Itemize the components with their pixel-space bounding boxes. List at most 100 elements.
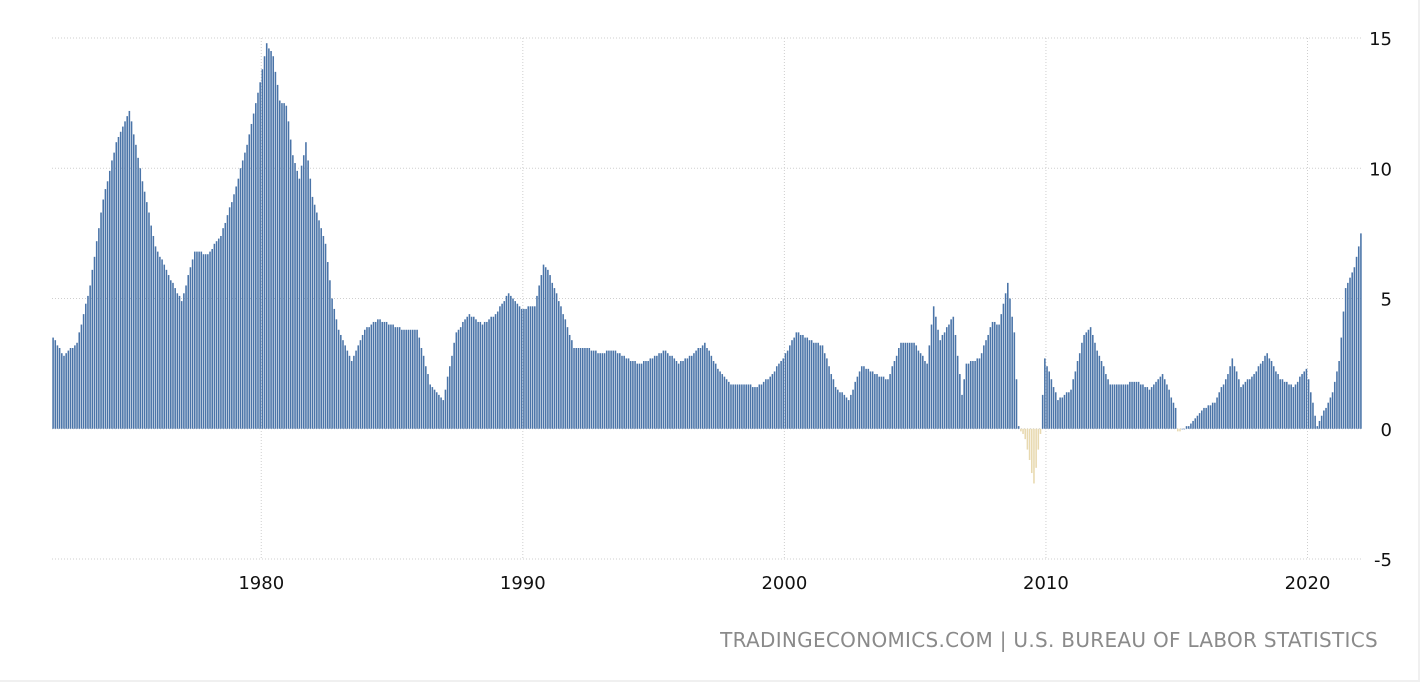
bar: [595, 350, 597, 429]
bar: [494, 314, 497, 429]
bar: [880, 376, 883, 429]
bar: [756, 387, 758, 429]
bar: [1168, 389, 1170, 429]
bar: [135, 144, 137, 429]
bar: [180, 301, 183, 429]
bar: [1325, 407, 1327, 429]
bar: [246, 144, 248, 429]
bar: [1017, 426, 1020, 429]
bar: [1347, 282, 1349, 429]
bar: [1318, 420, 1321, 429]
bar: [1102, 366, 1105, 429]
bar: [656, 355, 658, 429]
bar: [1323, 410, 1325, 429]
bar: [265, 43, 268, 429]
bar: [1146, 387, 1149, 429]
bar: [760, 384, 763, 429]
bar: [725, 379, 728, 429]
bar: [514, 301, 516, 429]
bar: [902, 342, 904, 429]
bar: [647, 361, 649, 429]
bar: [1279, 379, 1282, 429]
bar: [1349, 277, 1351, 429]
bar: [1085, 332, 1088, 429]
bar-negative: [1179, 428, 1181, 432]
bar: [307, 160, 309, 429]
bar: [1329, 397, 1332, 429]
bar: [490, 316, 492, 429]
bar: [653, 355, 656, 429]
bar: [1089, 327, 1092, 429]
bar: [472, 316, 475, 429]
bar-negative: [1024, 428, 1027, 440]
bar: [813, 342, 815, 429]
bar: [525, 308, 527, 429]
bar: [1222, 384, 1225, 429]
bar: [590, 350, 593, 429]
bar: [810, 340, 813, 429]
bar: [1002, 303, 1005, 429]
x-tick-label: 1990: [500, 573, 546, 594]
bar: [926, 363, 928, 429]
bar: [172, 282, 174, 429]
bar: [745, 384, 748, 429]
bar: [1087, 329, 1090, 429]
bar: [422, 355, 425, 429]
bar: [414, 329, 416, 429]
bar: [664, 350, 667, 429]
bar-negative: [1028, 428, 1031, 461]
bar: [1061, 397, 1064, 429]
bar: [324, 243, 327, 429]
bar: [1137, 381, 1140, 429]
bar: [154, 246, 157, 429]
bar: [621, 355, 623, 429]
bar: [669, 355, 671, 429]
bar: [1057, 400, 1059, 429]
bar: [1072, 379, 1074, 429]
bar: [1074, 371, 1077, 429]
bar: [359, 340, 362, 429]
bar: [531, 306, 534, 429]
bar: [115, 142, 118, 429]
bar: [573, 348, 575, 429]
bar: [1148, 389, 1151, 429]
bar: [584, 348, 586, 429]
bar: [900, 342, 902, 429]
bar: [387, 324, 390, 429]
bar: [889, 374, 891, 429]
bar: [128, 110, 131, 429]
bar: [943, 332, 946, 429]
bar: [1229, 366, 1231, 429]
bar: [71, 348, 74, 429]
bar: [603, 353, 606, 429]
bar: [804, 337, 806, 429]
bar: [884, 379, 887, 429]
bar: [549, 275, 551, 429]
bar: [697, 348, 700, 429]
bar: [1065, 392, 1068, 429]
bar: [370, 324, 373, 429]
bar: [1290, 384, 1292, 429]
bar: [379, 319, 381, 429]
bar: [1303, 371, 1306, 429]
bar: [455, 332, 458, 429]
bar: [1187, 426, 1190, 429]
bar: [1159, 376, 1162, 429]
bar: [577, 348, 580, 429]
bar: [224, 222, 227, 429]
bar-negative: [1033, 428, 1035, 484]
bar: [719, 371, 721, 429]
bar: [564, 319, 567, 429]
bar: [104, 189, 107, 429]
bar: [566, 327, 569, 429]
bar: [405, 329, 407, 429]
bar: [520, 308, 523, 429]
bar: [346, 350, 349, 429]
bar: [662, 350, 665, 429]
bar: [751, 387, 754, 429]
bar: [924, 361, 926, 429]
bar: [329, 280, 331, 429]
bar: [202, 254, 205, 429]
bar: [865, 368, 867, 429]
bar: [1131, 381, 1133, 429]
